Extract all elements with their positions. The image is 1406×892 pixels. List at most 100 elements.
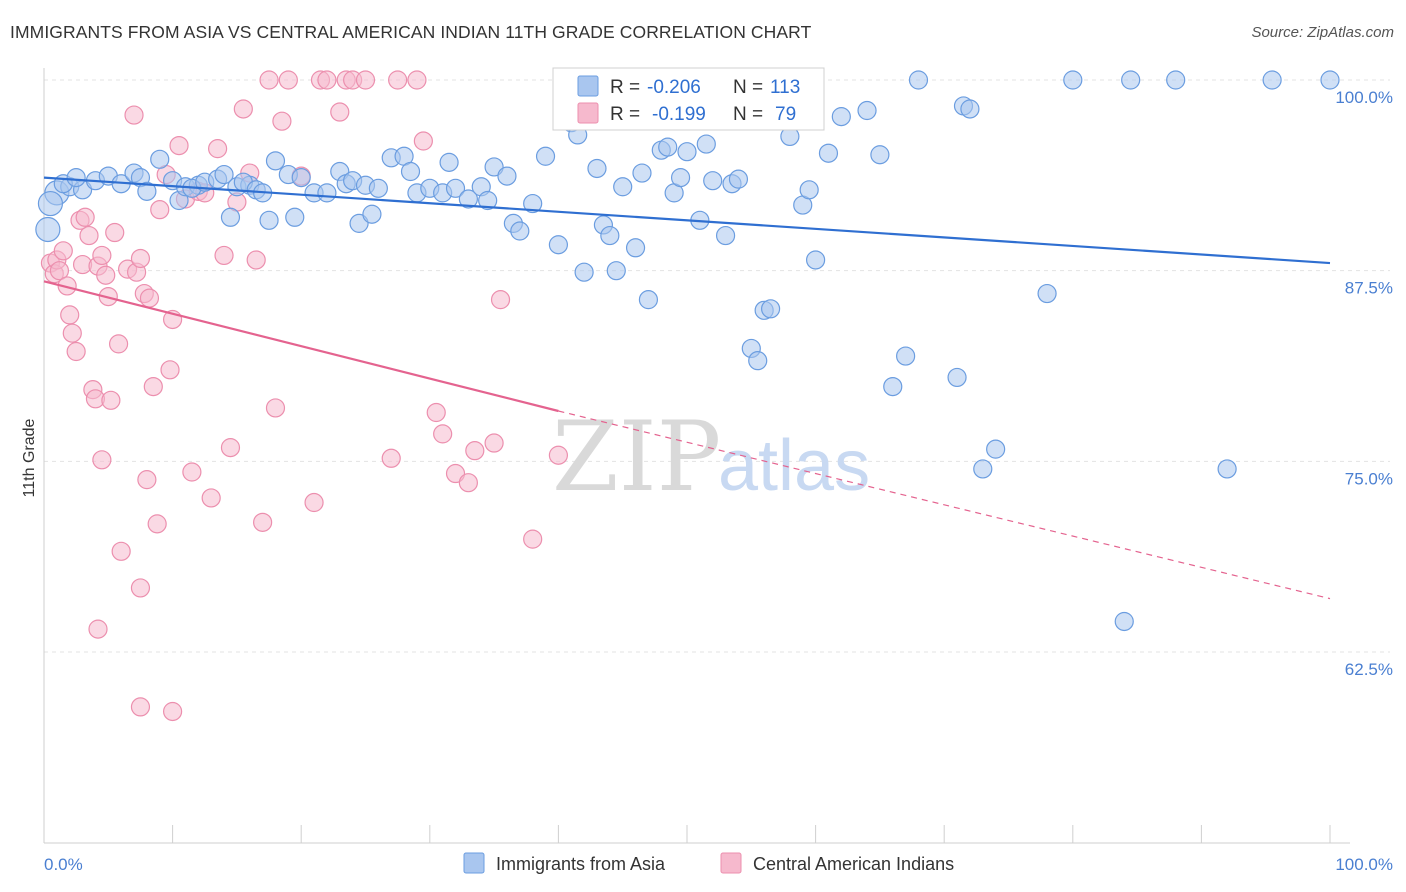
trend-line-cai-solid bbox=[43, 280, 559, 413]
asia-point-4 bbox=[66, 168, 86, 188]
cai-point-34 bbox=[160, 360, 180, 380]
asia-point-104 bbox=[1121, 70, 1141, 90]
asia-point-56 bbox=[535, 146, 556, 166]
asia-point-93 bbox=[883, 376, 903, 397]
bottom-legend-label-asia: Immigrants from Asia bbox=[496, 854, 666, 874]
cai-point-7 bbox=[62, 323, 82, 343]
cai-point-61 bbox=[355, 70, 376, 90]
cai-point-43 bbox=[214, 245, 234, 266]
asia-point-89 bbox=[818, 143, 839, 163]
asia-point-11 bbox=[150, 149, 170, 169]
cai-point-6 bbox=[60, 305, 80, 325]
legend-r-value-2: -0.199 bbox=[652, 104, 706, 125]
cai-point-12 bbox=[79, 225, 99, 246]
cai-point-8 bbox=[66, 341, 86, 362]
cai-point-55 bbox=[304, 492, 324, 513]
cai-point-76 bbox=[88, 619, 108, 639]
asia-point-46 bbox=[439, 152, 459, 172]
asia-point-32 bbox=[317, 183, 337, 203]
asia-point-47 bbox=[445, 178, 466, 198]
cai-point-62 bbox=[381, 448, 401, 468]
legend-r-value-1: -0.206 bbox=[647, 77, 701, 98]
asia-point-57 bbox=[548, 235, 569, 255]
asia-point-64 bbox=[606, 261, 626, 281]
cai-point-58 bbox=[330, 102, 350, 122]
cai-point-30 bbox=[143, 376, 163, 397]
asia-point-52 bbox=[497, 166, 517, 186]
asia-point-26 bbox=[265, 151, 286, 171]
asia-point-91 bbox=[857, 100, 877, 121]
asia-point-76 bbox=[703, 171, 723, 191]
cai-point-21 bbox=[108, 334, 129, 354]
asia-point-65 bbox=[613, 177, 633, 197]
cai-point-3 bbox=[49, 261, 70, 281]
asia-point-75 bbox=[696, 134, 716, 154]
asia-point-87 bbox=[799, 180, 819, 200]
legend-n-label-1: N = bbox=[733, 77, 763, 98]
cai-point-17 bbox=[96, 265, 116, 285]
asia-point-28 bbox=[259, 210, 279, 230]
asia-point-63 bbox=[600, 225, 620, 246]
asia-point-55 bbox=[523, 193, 543, 214]
cai-point-52 bbox=[272, 111, 292, 131]
trend-line-cai-dashed bbox=[558, 410, 1331, 600]
trend-lines bbox=[43, 176, 1331, 600]
bottom-legend-swatch-pink bbox=[720, 852, 742, 874]
legend-n-label-2: N = bbox=[733, 104, 763, 125]
asia-point-72 bbox=[670, 168, 691, 188]
asia-point-68 bbox=[638, 290, 659, 310]
axes bbox=[43, 68, 1350, 844]
y-tick-label-3: 100.0% bbox=[1335, 88, 1393, 107]
asia-point-51 bbox=[478, 190, 498, 211]
cai-point-26 bbox=[130, 248, 151, 269]
cai-point-32 bbox=[150, 200, 170, 220]
cai-point-31 bbox=[147, 514, 167, 534]
asia-point-81 bbox=[748, 351, 768, 371]
cai-point-36 bbox=[169, 135, 189, 156]
cai-point-50 bbox=[259, 70, 279, 90]
cai-point-19 bbox=[101, 390, 121, 410]
watermark-zip: ZIP bbox=[552, 401, 721, 513]
legend-r-label-2: R = bbox=[610, 104, 640, 125]
cai-point-46 bbox=[233, 99, 253, 119]
asia-point-109 bbox=[37, 190, 64, 217]
cai-point-20 bbox=[105, 222, 125, 243]
asia-point-48 bbox=[458, 189, 478, 209]
asia-point-54 bbox=[510, 221, 530, 241]
cai-point-67 bbox=[433, 424, 453, 444]
cai-point-53 bbox=[278, 70, 298, 90]
asia-point-19 bbox=[214, 164, 234, 185]
cai-point-49 bbox=[253, 512, 273, 532]
chart-title: IMMIGRANTS FROM ASIA VS CENTRAL AMERICAN… bbox=[10, 22, 812, 42]
asia-point-98 bbox=[960, 99, 980, 119]
y-tick-label-1: 75.0% bbox=[1345, 469, 1393, 488]
asia-point-99 bbox=[973, 459, 993, 479]
asia-point-77 bbox=[715, 225, 736, 246]
asia-point-83 bbox=[760, 299, 781, 319]
x-tick-label-min: 0.0% bbox=[44, 855, 83, 874]
source-label: Source: ZipAtlas.com bbox=[1251, 24, 1394, 41]
cai-point-65 bbox=[413, 131, 433, 151]
cai-point-51 bbox=[265, 398, 286, 418]
cai-point-69 bbox=[458, 473, 478, 493]
cai-point-41 bbox=[201, 488, 221, 508]
cai-point-38 bbox=[182, 462, 202, 482]
asia-point-42 bbox=[400, 161, 421, 182]
asia-point-105 bbox=[1166, 70, 1186, 90]
cai-point-66 bbox=[426, 402, 446, 423]
legend-r-label-1: R = bbox=[610, 77, 640, 98]
asia-point-108 bbox=[1320, 70, 1340, 90]
cai-point-57 bbox=[317, 70, 337, 90]
cai-point-77 bbox=[130, 578, 151, 598]
cai-point-28 bbox=[137, 470, 157, 490]
cai-point-75 bbox=[92, 450, 112, 470]
asia-point-106 bbox=[1217, 459, 1237, 479]
x-tick-label-max: 100.0% bbox=[1335, 855, 1393, 874]
asia-point-107 bbox=[1262, 70, 1282, 90]
asia-point-37 bbox=[368, 178, 388, 198]
asia-point-102 bbox=[1063, 70, 1083, 90]
legend-swatch-pink bbox=[577, 102, 599, 124]
asia-point-101 bbox=[1037, 283, 1057, 304]
series-legend: Immigrants from Asia Central American In… bbox=[463, 852, 954, 874]
